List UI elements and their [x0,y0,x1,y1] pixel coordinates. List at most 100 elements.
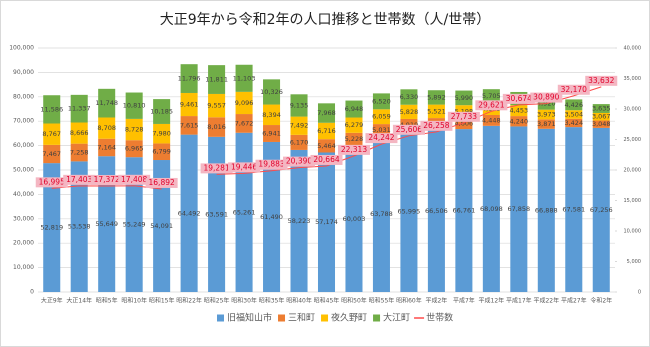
data-label: 8,728 [125,126,144,134]
bar-segment [125,157,143,292]
bar-segment [537,109,555,120]
y-tick-label: 100,000 [9,45,34,52]
data-label: 63,591 [205,210,228,218]
line-data-label: 17,372 [94,175,120,184]
data-label: 5,990 [455,94,474,102]
bar-segment [290,149,308,292]
y2-tick-label: 15,000 [624,198,642,204]
bar-segment [43,144,61,164]
data-label: 5,031 [372,126,391,134]
data-label: 52,819 [40,224,63,232]
bar-segment [400,104,418,119]
data-label: 3,067 [592,113,611,121]
data-label: 5,828 [400,108,419,116]
data-label: 11,586 [40,105,63,113]
line-label-bg [283,156,316,167]
bar-segment [263,141,281,292]
data-label: 68,098 [480,205,503,213]
line-label-bg [447,111,480,122]
data-label: 8,016 [207,123,226,131]
line-label-bg [145,177,178,188]
line-data-label: 32,170 [561,85,587,94]
data-label: 7,467 [42,150,61,158]
bar-segment [98,88,116,118]
x-tick-label: 昭和40年 [286,297,312,305]
bar-segment [125,118,143,141]
data-label: 7,968 [317,109,336,117]
data-label: 6,941 [262,129,281,137]
x-tick-label: 昭和50年 [341,297,367,305]
data-label: 67,581 [562,206,585,214]
bar-segment [180,64,198,93]
y2-tick-label: 25,000 [624,137,642,143]
bar-segment [208,117,226,137]
data-label: 10,810 [123,102,146,110]
bar-segment [482,125,500,292]
bar-segment [482,114,500,126]
data-label: 11,796 [178,75,201,83]
bar-segment [455,129,473,292]
line-label-bg [90,175,123,186]
data-label: 4,448 [482,116,501,124]
line-data-label: 16,892 [149,178,175,187]
x-tick-label: 平成27年 [561,297,587,305]
data-label: 3,973 [537,111,556,119]
bar-segment [345,145,363,292]
data-label: 67,256 [590,206,613,214]
data-label: 61,490 [260,213,283,221]
data-label: 55,249 [123,221,146,229]
data-label: 6,170 [290,138,309,146]
data-label: 6,948 [345,105,364,113]
y-tick-label: 20,000 [13,240,34,247]
line-label-bg [337,144,370,155]
line-label-bg [475,100,508,111]
line-data-label: 30,674 [506,94,532,103]
y-tick-label: 60,000 [13,142,34,149]
data-label: 9,557 [207,102,226,110]
bar-segment [235,114,253,133]
line-label-bg [200,163,233,174]
y-tick-label: 90,000 [13,69,34,76]
line-label-bg [530,92,563,103]
line-data-label: 20,664 [313,155,339,164]
bar-segment [427,90,445,105]
bar-segment [290,134,308,150]
bar-segment [290,94,308,117]
bar-segment [263,79,281,105]
bar-segment [43,163,61,292]
bar-segment [482,89,500,104]
bar-segment [70,161,88,292]
bar-segment [400,89,418,105]
data-label: 7,164 [97,143,116,151]
bar-segment [317,103,336,123]
x-tick-label: 大正14年 [66,297,92,305]
bar-segment [592,112,610,121]
bar-segment [455,90,473,106]
line-data-label: 26,258 [423,121,449,130]
y2-tick-label: 20,000 [624,168,642,174]
y-tick-label: 70,000 [13,118,34,125]
bar-segment [125,140,143,158]
y2-tick-label: 35,000 [624,76,642,82]
line-data-label: 33,632 [588,76,614,85]
y2-tick-label: 0 [638,290,641,296]
y-tick-label: 80,000 [13,93,34,100]
line-label-bg [502,93,535,104]
bar-segment [592,120,610,128]
x-tick-label: 昭和55年 [369,297,395,305]
x-tick-label: 平成22年 [533,297,559,305]
data-label: 4,453 [510,107,529,115]
line-data-label: 16,995 [39,177,65,186]
x-tick-label: 昭和10年 [121,297,147,305]
bar-segment [317,139,336,153]
line-label-bg [310,154,343,165]
data-label: 3,424 [564,119,583,127]
data-label: 7,258 [70,149,89,157]
x-tick-label: 昭和30年 [231,297,257,305]
line-data-label: 20,390 [286,157,312,166]
bar-segment [427,129,445,292]
bar-segment [153,123,171,144]
bar-segment [180,134,198,292]
line-data-label: 30,890 [533,93,559,102]
data-label: 54,091 [150,222,173,230]
